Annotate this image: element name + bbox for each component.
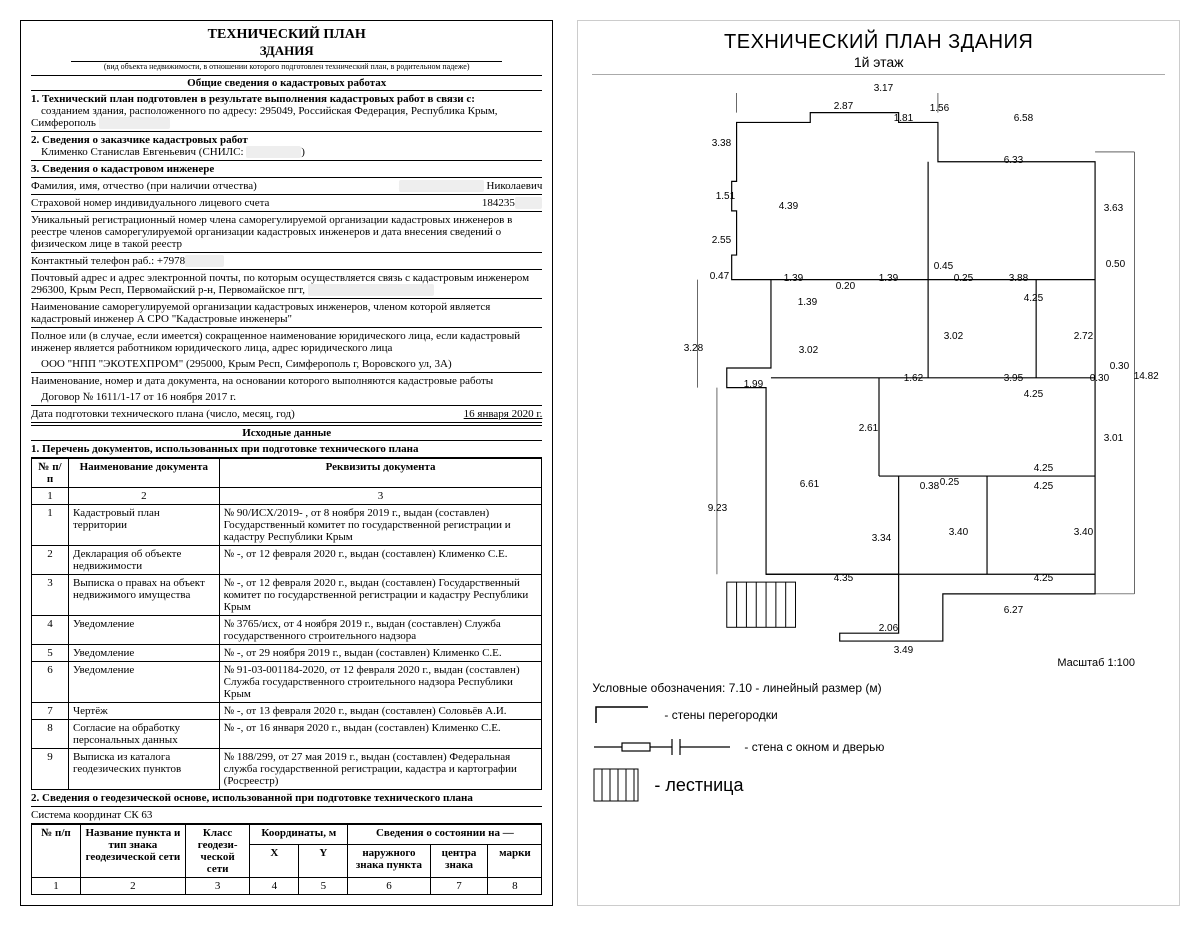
p2: 2. Сведения о заказчике кадастровых рабо… bbox=[31, 132, 542, 161]
table-row: 9Выписка из каталога геодезических пункт… bbox=[32, 749, 542, 790]
dimension-label: 1.39 bbox=[798, 297, 817, 308]
dimension-label: 3.40 bbox=[1074, 527, 1093, 538]
legend-head: Условные обозначения: 7.10 - линейный ра… bbox=[592, 681, 1165, 695]
dimension-label: 6.58 bbox=[1014, 113, 1033, 124]
p3-date: Дата подготовки технического плана (числ… bbox=[31, 406, 542, 423]
dimension-label: 3.88 bbox=[1009, 273, 1028, 284]
dimension-label: 0.47 bbox=[710, 271, 729, 282]
dimension-label: 2.06 bbox=[879, 623, 898, 634]
legend-3: - лестница bbox=[592, 767, 1165, 803]
dimension-label: 1.51 bbox=[716, 191, 735, 202]
dimension-label: 4.35 bbox=[834, 573, 853, 584]
p1: 1. Технический план подготовлен в резуль… bbox=[31, 91, 542, 132]
plan-title: ТЕХНИЧЕСКИЙ ПЛАН ЗДАНИЯ bbox=[592, 31, 1165, 54]
dimension-label: 0.25 bbox=[940, 477, 959, 488]
dimension-label: 4.39 bbox=[779, 201, 798, 212]
dimension-label: 14.82 bbox=[1134, 371, 1159, 382]
p3-org1: Полное или (в случае, если имеется) сокр… bbox=[31, 328, 542, 356]
dimension-label: 3.02 bbox=[799, 345, 818, 356]
dimension-label: 1.39 bbox=[879, 273, 898, 284]
dimension-label: 6.33 bbox=[1004, 155, 1023, 166]
dimension-label: 0.30 bbox=[1110, 361, 1129, 372]
dimension-label: 1.62 bbox=[904, 373, 923, 384]
p3-sro: Наименование саморегулируемой организаци… bbox=[31, 299, 542, 328]
floor-plan-svg bbox=[604, 83, 1154, 653]
floor-plan-sheet: ТЕХНИЧЕСКИЙ ПЛАН ЗДАНИЯ 1й этаж bbox=[577, 20, 1180, 906]
legend-stairs-icon bbox=[592, 767, 642, 803]
dimension-label: 2.87 bbox=[834, 101, 853, 112]
legend-wall-icon bbox=[592, 703, 652, 727]
dimension-label: 3.49 bbox=[894, 645, 913, 656]
geo-head: 2. Сведения о геодезической основе, испо… bbox=[31, 790, 542, 807]
tech-plan-form: ТЕХНИЧЕСКИЙ ПЛАН ЗДАНИЯ (вид объекта нед… bbox=[20, 20, 553, 906]
dimension-label: 3.02 bbox=[944, 331, 963, 342]
dimension-label: 4.25 bbox=[1024, 389, 1043, 400]
table-row: 8Согласие на обработку персональных данн… bbox=[32, 720, 542, 749]
table-row: 5Уведомление№ -, от 29 ноября 2019 г., в… bbox=[32, 645, 542, 662]
p3-tel: Контактный телефон раб.: +7978xxxxxxx bbox=[31, 253, 542, 270]
dimension-label: 0.25 bbox=[954, 273, 973, 284]
p3-fio: Фамилия, имя, отчество (при наличии отче… bbox=[31, 178, 542, 195]
p3-org2: ООО "НПП "ЭКОТЕХПРОМ" (295000, Крым Респ… bbox=[31, 356, 542, 373]
p3-reg: Уникальный регистрационный номер члена с… bbox=[31, 212, 542, 253]
geodesy-table: № п/п Название пункта и тип знака геодез… bbox=[31, 824, 542, 895]
dimension-label: 2.61 bbox=[859, 423, 878, 434]
dimension-label: 0.45 bbox=[934, 261, 953, 272]
table-row: 3Выписка о правах на объект недвижимого … bbox=[32, 575, 542, 616]
dimension-label: 4.25 bbox=[1034, 481, 1053, 492]
dimension-label: 0.50 bbox=[1106, 259, 1125, 270]
src-head: 1. Перечень документов, использованных п… bbox=[31, 441, 542, 458]
documents-table: № п/п Наименование документа Реквизиты д… bbox=[31, 458, 542, 790]
table-row: 1Кадастровый план территории№ 90/ИСХ/201… bbox=[32, 505, 542, 546]
floor-plan: 3.17 2.87 1.81 1.56 6.58 3.38 6.33 1.51 4.39 3.63… bbox=[604, 83, 1154, 653]
table-row: 4Уведомление№ 3765/исх, от 4 ноября 2019… bbox=[32, 616, 542, 645]
dimension-label: 2.55 bbox=[712, 235, 731, 246]
dimension-label: 6.27 bbox=[1004, 605, 1023, 616]
dimension-label: 3.01 bbox=[1104, 433, 1123, 444]
p3-doc: Наименование, номер и дата документа, на… bbox=[31, 373, 542, 389]
table-row: 7Чертёж№ -, от 13 февраля 2020 г., выдан… bbox=[32, 703, 542, 720]
dimension-label: 9.23 bbox=[708, 503, 727, 514]
legend-window-door-icon bbox=[592, 735, 732, 759]
doc-title-note: (вид объекта недвижимости, в отношении к… bbox=[71, 61, 502, 71]
legend-2: - стена с окном и дверью bbox=[592, 735, 1165, 759]
dimension-label: 0.38 bbox=[920, 481, 939, 492]
dimension-label: 3.40 bbox=[949, 527, 968, 538]
dimension-label: 3.38 bbox=[712, 138, 731, 149]
dimension-label: 1.81 bbox=[894, 113, 913, 124]
dimension-label: 0.30 bbox=[1090, 373, 1109, 384]
doc-subtitle: ЗДАНИЯ bbox=[31, 43, 542, 59]
dimension-label: 0.20 bbox=[836, 281, 855, 292]
dimension-label: 3.63 bbox=[1104, 203, 1123, 214]
dimension-label: 1.56 bbox=[930, 103, 949, 114]
dimension-label: 1.99 bbox=[744, 379, 763, 390]
section-source: Исходные данные bbox=[31, 425, 542, 441]
plan-scale: Масштаб 1:100 bbox=[592, 657, 1165, 669]
legend: Условные обозначения: 7.10 - линейный ра… bbox=[592, 681, 1165, 803]
table-row: 2Декларация об объекте недвижимости№ -, … bbox=[32, 546, 542, 575]
dimension-label: 4.25 bbox=[1034, 463, 1053, 474]
dimension-label: 4.25 bbox=[1034, 573, 1053, 584]
dimension-label: 3.17 bbox=[874, 83, 893, 94]
dimension-label: 3.95 bbox=[1004, 373, 1023, 384]
dimension-label: 1.39 bbox=[784, 273, 803, 284]
plan-floor: 1й этаж bbox=[592, 54, 1165, 75]
geo-sys: Система координат СК 63 bbox=[31, 807, 542, 824]
dimension-label: 4.25 bbox=[1024, 293, 1043, 304]
p3-addr: Почтовый адрес и адрес электронной почты… bbox=[31, 270, 542, 299]
p3-docv: Договор № 1611/1-17 от 16 ноября 2017 г. bbox=[31, 389, 542, 406]
p3-snils: Страховой номер индивидуального лицевого… bbox=[31, 195, 542, 212]
section-general: Общие сведения о кадастровых работах bbox=[31, 75, 542, 91]
p3-head: 3. Сведения о кадастровом инженере bbox=[31, 161, 542, 178]
dimension-label: 3.34 bbox=[872, 533, 891, 544]
dimension-label: 3.28 bbox=[684, 343, 703, 354]
dimension-label: 6.61 bbox=[800, 479, 819, 490]
doc-title: ТЕХНИЧЕСКИЙ ПЛАН bbox=[31, 27, 542, 43]
dimension-label: 2.72 bbox=[1074, 331, 1093, 342]
table-row: 6Уведомление№ 91-03-001184-2020, от 12 ф… bbox=[32, 662, 542, 703]
legend-1: - стены перегородки bbox=[592, 703, 1165, 727]
